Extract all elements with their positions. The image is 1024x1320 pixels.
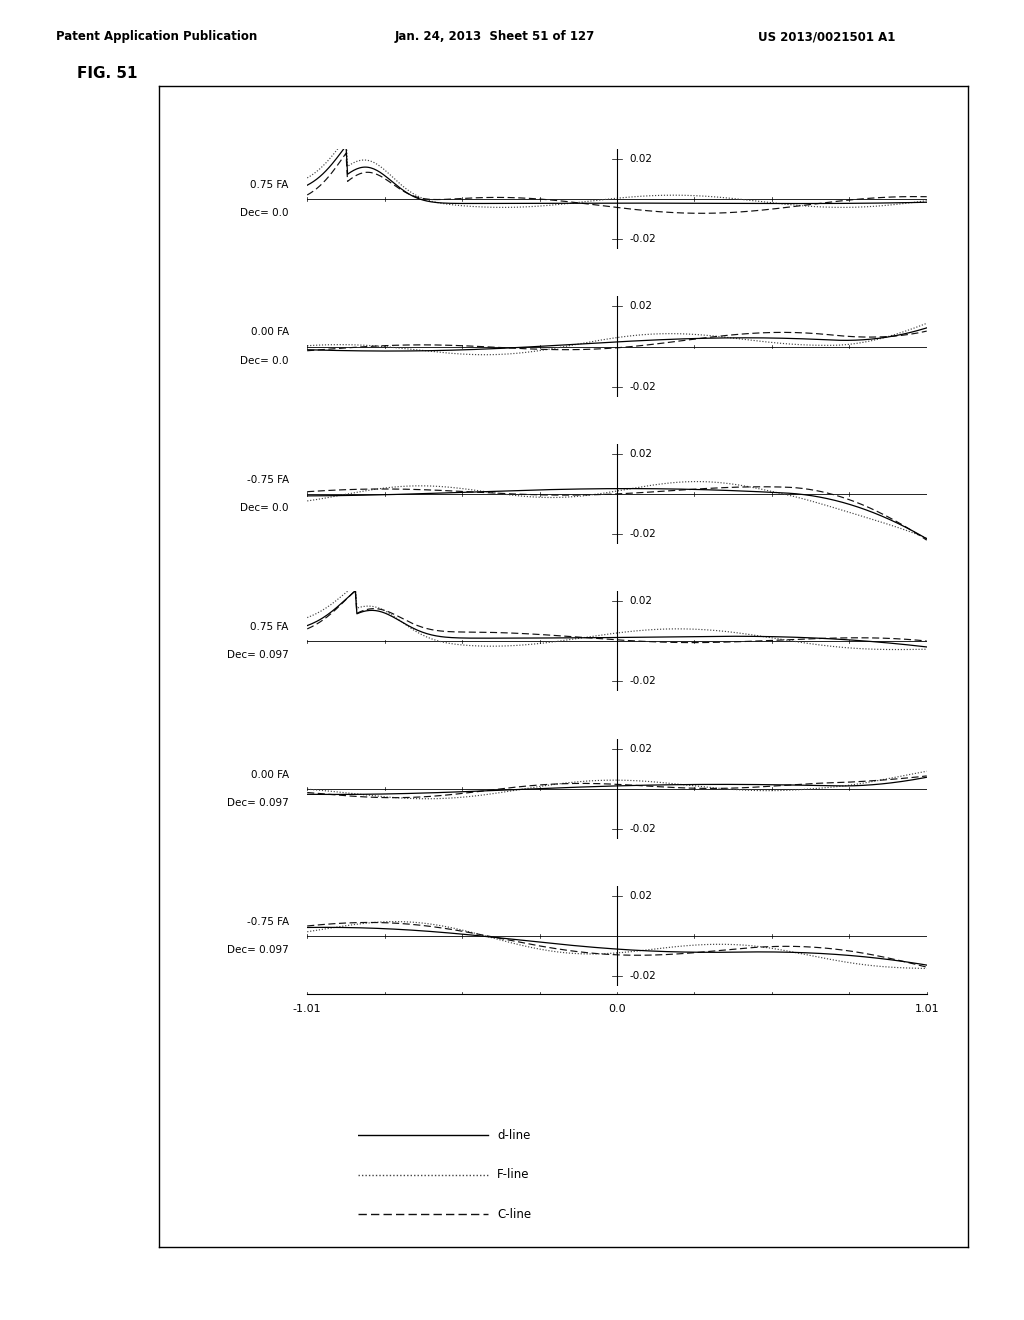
Text: 0.02: 0.02 <box>629 301 652 312</box>
Text: -0.02: -0.02 <box>629 824 656 834</box>
Text: -0.02: -0.02 <box>629 972 656 981</box>
Text: Jan. 24, 2013  Sheet 51 of 127: Jan. 24, 2013 Sheet 51 of 127 <box>394 30 595 44</box>
Text: 0.00 FA: 0.00 FA <box>251 770 289 780</box>
Text: Dec= 0.0: Dec= 0.0 <box>241 503 289 513</box>
Text: 0.00 FA: 0.00 FA <box>251 327 289 338</box>
Text: 0.02: 0.02 <box>629 891 652 902</box>
Text: -0.75 FA: -0.75 FA <box>247 475 289 484</box>
Text: Dec= 0.0: Dec= 0.0 <box>241 355 289 366</box>
Text: 0.75 FA: 0.75 FA <box>251 180 289 190</box>
Text: -0.02: -0.02 <box>629 676 656 686</box>
Text: -0.02: -0.02 <box>629 529 656 539</box>
Text: 0.02: 0.02 <box>629 449 652 459</box>
Text: US 2013/0021501 A1: US 2013/0021501 A1 <box>758 30 895 44</box>
Text: -1.01: -1.01 <box>293 1005 322 1014</box>
Text: Patent Application Publication: Patent Application Publication <box>56 30 258 44</box>
Text: 0.02: 0.02 <box>629 154 652 164</box>
Text: -0.75 FA: -0.75 FA <box>247 917 289 927</box>
Text: -0.02: -0.02 <box>629 381 656 392</box>
Text: -0.02: -0.02 <box>629 234 656 244</box>
Text: Dec= 0.097: Dec= 0.097 <box>227 797 289 808</box>
Text: 0.75 FA: 0.75 FA <box>251 622 289 632</box>
Text: d-line: d-line <box>498 1129 530 1142</box>
Text: FIG. 51: FIG. 51 <box>77 66 137 81</box>
Text: 0.02: 0.02 <box>629 597 652 606</box>
Text: 0.02: 0.02 <box>629 743 652 754</box>
Text: F-line: F-line <box>498 1168 529 1181</box>
Text: Dec= 0.097: Dec= 0.097 <box>227 651 289 660</box>
Text: Dec= 0.097: Dec= 0.097 <box>227 945 289 956</box>
Text: 0.0: 0.0 <box>608 1005 626 1014</box>
Text: Dec= 0.0: Dec= 0.0 <box>241 209 289 218</box>
Text: C-line: C-line <box>498 1208 531 1221</box>
Text: 1.01: 1.01 <box>914 1005 939 1014</box>
